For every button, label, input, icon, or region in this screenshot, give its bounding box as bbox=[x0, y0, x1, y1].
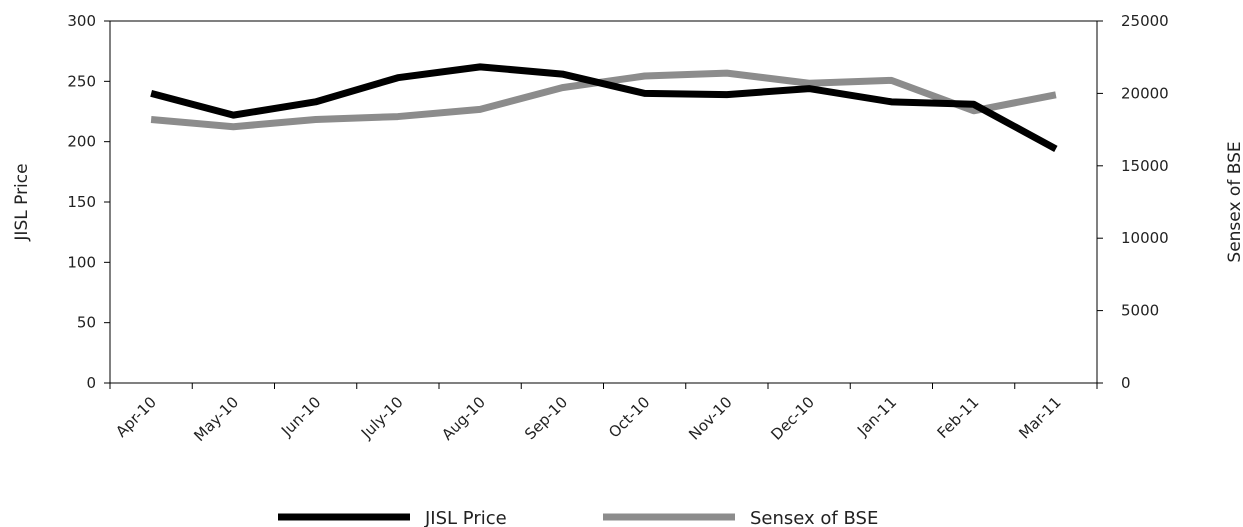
left-tick-label: 100 bbox=[67, 253, 96, 271]
x-axis-ticks: Apr-10 May-10 Jun-10 July-10 Aug-10 Sep-10 Oct… bbox=[109, 383, 1098, 445]
x-tick-label: Jun-10 bbox=[277, 393, 324, 440]
left-axis-title: JISL Price bbox=[12, 163, 32, 241]
series-lines bbox=[150, 63, 1058, 152]
legend-label-jisl-price: JISL Price bbox=[424, 508, 507, 527]
right-axis-title: Sensex of BSE bbox=[1225, 141, 1243, 262]
right-tick-label: 5000 bbox=[1121, 302, 1159, 320]
x-tick-label: Nov-10 bbox=[685, 393, 735, 443]
series-line-jisl-price bbox=[150, 63, 1058, 152]
right-tick-label: 0 bbox=[1121, 374, 1131, 392]
legend-label-sensex: Sensex of BSE bbox=[750, 508, 878, 527]
left-tick-label: 50 bbox=[77, 314, 96, 332]
x-tick-label: Feb-11 bbox=[934, 393, 983, 442]
x-tick-label: May-10 bbox=[190, 393, 242, 445]
left-tick-label: 0 bbox=[86, 374, 96, 392]
right-tick-label: 20000 bbox=[1121, 84, 1169, 102]
x-tick-label: Sep-10 bbox=[521, 393, 571, 443]
right-axis-ticks: 0 5000 10000 15000 20000 25000 bbox=[1097, 12, 1169, 392]
right-tick-label: 25000 bbox=[1121, 12, 1169, 30]
x-tick-label: Apr-10 bbox=[112, 393, 160, 441]
left-tick-label: 300 bbox=[67, 12, 96, 30]
x-tick-label: Dec-10 bbox=[767, 393, 818, 444]
x-tick-label: Mar-11 bbox=[1015, 393, 1064, 442]
right-tick-label: 15000 bbox=[1121, 157, 1169, 175]
right-tick-label: 10000 bbox=[1121, 229, 1169, 247]
x-tick-label: Aug-10 bbox=[438, 393, 489, 444]
left-tick-label: 150 bbox=[67, 193, 96, 211]
left-tick-label: 250 bbox=[67, 72, 96, 90]
left-tick-label: 200 bbox=[67, 133, 96, 151]
x-tick-label: Jan-11 bbox=[853, 393, 900, 440]
plot-area bbox=[109, 20, 1098, 384]
legend: JISL Price Sensex of BSE bbox=[278, 508, 878, 527]
x-tick-label: Oct-10 bbox=[605, 393, 653, 441]
left-axis-ticks: 0 50 100 150 200 250 300 bbox=[67, 12, 110, 392]
x-tick-label: July-10 bbox=[357, 393, 407, 443]
